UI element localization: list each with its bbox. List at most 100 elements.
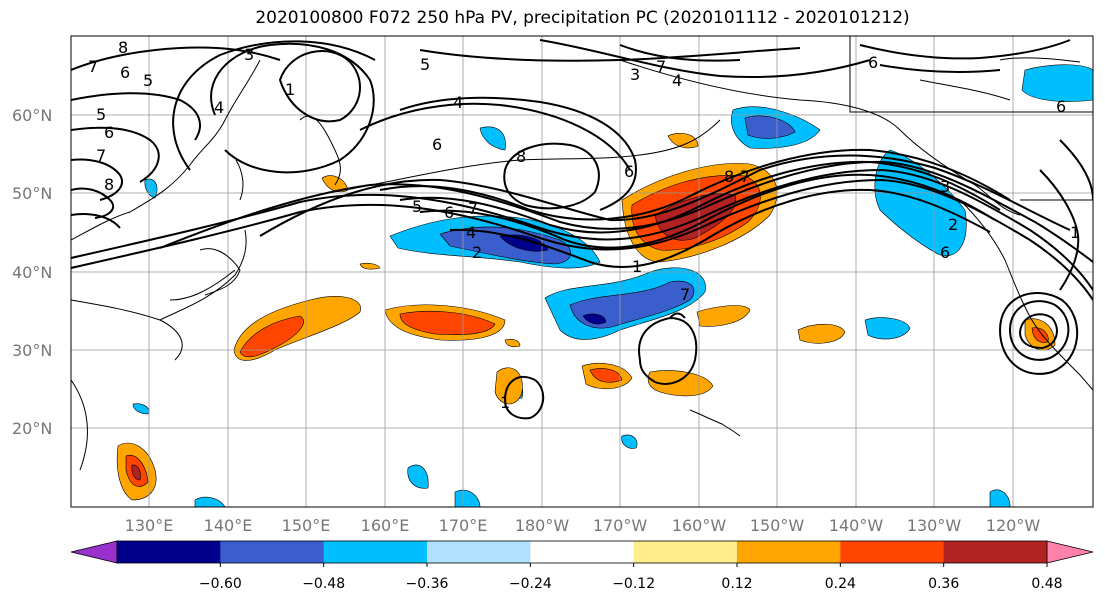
coast-alaska: [619, 59, 1021, 216]
coast-asia: [71, 59, 261, 471]
pos-anomaly-s2: [647, 370, 714, 397]
pos-anomaly-n3: [359, 262, 381, 270]
lon-label: 140°E: [204, 516, 253, 535]
coast-hawaii: [689, 409, 741, 437]
pv-contour-nw-3: [71, 126, 160, 183]
contour-label: 6: [432, 135, 442, 154]
pv-contour-central-high: [503, 142, 600, 210]
colorbar-bin: [427, 541, 531, 563]
lat-label-30n: 30°N: [12, 341, 52, 360]
neg-anomaly-small5: [132, 403, 150, 415]
contour-label: 5: [96, 105, 106, 124]
neg-anomaly-small7: [194, 496, 226, 507]
neg-anomaly-gulf-alaska: [874, 149, 967, 257]
contour-label: 8: [516, 147, 526, 166]
colorbar-bin: [117, 541, 221, 563]
pv-contour-7: [419, 173, 996, 249]
colorbar-tick-label: −0.36: [406, 576, 449, 592]
colorbar-tick-label: −0.60: [199, 576, 242, 592]
contour-label: 6: [868, 53, 878, 72]
contour-label: 1: [285, 80, 295, 99]
contour-label: 4: [466, 223, 476, 242]
pv-contour-cutoff-calif-3: [1018, 313, 1058, 350]
pv-contour-loop-small: [503, 375, 545, 420]
colorbar-bin: [737, 541, 841, 563]
colorbar-bin: [530, 541, 635, 563]
pv-contour-central-ring-2: [359, 102, 631, 171]
colorbar-extend-right: [1046, 540, 1094, 564]
contour-label: 6: [1056, 97, 1066, 116]
pv-contour-e-2: [1039, 169, 1080, 291]
colorbar-tick-label: −0.48: [302, 576, 345, 592]
coast-japan: [159, 159, 247, 321]
colorbar-tick-label: −0.12: [612, 576, 655, 592]
latitude-labels: 60°N 50°N 40°N 30°N 20°N: [12, 106, 52, 438]
pos-anomaly-s5: [797, 323, 846, 344]
coast-arctic: [919, 57, 1081, 101]
pv-contour-4: [259, 154, 1071, 237]
lat-label-20n: 20°N: [12, 419, 52, 438]
neg-anomaly-bering-core: [744, 115, 796, 139]
contour-label: 4: [214, 98, 224, 117]
contour-label: 7: [88, 57, 98, 76]
pv-contour-central-ring-1: [399, 96, 637, 211]
lat-label-60n: 60°N: [12, 106, 52, 125]
contour-label: 1: [1070, 223, 1080, 242]
pv-contour-cutoff-calif: [1008, 300, 1070, 361]
map-frame: [70, 35, 1094, 508]
lon-label: 160°E: [361, 516, 410, 535]
colorbar-tick-label: 0.24: [825, 576, 856, 592]
pv-contour-ne-1: [859, 39, 1071, 60]
contour-label: 5: [412, 197, 422, 216]
lon-label: 120°W: [986, 516, 1041, 535]
colorbar-tick-label: 0.48: [1031, 576, 1062, 592]
pv-contour-2: [71, 168, 1093, 291]
pv-contour-cutoff-calif-2: [998, 292, 1079, 375]
contour-label: 2: [948, 215, 958, 234]
contour-label: 7: [468, 199, 478, 218]
pv-contour-6: [399, 160, 1001, 234]
colorbar-extend-left: [70, 540, 118, 564]
pv-contour-nw-5: [71, 187, 115, 219]
lon-label: 130°W: [907, 516, 962, 535]
pos-anomaly-n4: [504, 338, 521, 348]
contour-label: 6: [104, 123, 114, 142]
contour-label: 4: [672, 71, 682, 90]
contour-label: 7: [656, 57, 666, 76]
colorbar-tick-label: 0.12: [721, 576, 752, 592]
pos-anomaly-west-core: [239, 315, 304, 358]
neg-anomaly-mid: [864, 317, 911, 340]
neg-anomaly-small1: [479, 126, 506, 151]
longitude-labels: 130°E 140°E 150°E 160°E 170°E 180°W 170°…: [125, 516, 1041, 535]
lon-label: 150°W: [750, 516, 805, 535]
contour-label: 1: [632, 257, 642, 276]
contour-label: 8: [724, 167, 734, 186]
neg-anomaly-central-max: [582, 313, 607, 325]
map-title: 2020100800 F072 250 hPa PV, precipitatio…: [255, 8, 910, 28]
lon-label: 160°W: [672, 516, 727, 535]
colorbar: −0.60 −0.48 −0.36 −0.24 −0.12 0.12 0.24 0.36 0.4…: [70, 540, 1094, 592]
coast-aleutians: [344, 119, 721, 191]
contour-label: 6: [120, 63, 130, 82]
pos-anomaly-n1: [321, 175, 349, 193]
colorbar-bin: [220, 541, 325, 563]
contour-label: 7: [680, 285, 690, 304]
contour-label: 6: [940, 243, 950, 262]
pos-anomaly-s4: [696, 305, 751, 327]
neg-anomaly-small2: [407, 464, 429, 489]
contour-label: 6: [444, 203, 454, 222]
pv-contour-nw-6: [71, 213, 121, 229]
colorbar-tick-label: −0.24: [509, 576, 552, 592]
contour-label: 5: [143, 71, 153, 90]
lon-label: 180°W: [515, 516, 570, 535]
contour-label: 8: [104, 175, 114, 194]
pv-contour-north-low-3: [172, 40, 376, 171]
pv-contour-nw-4: [71, 158, 123, 201]
neg-anomaly-small4: [621, 434, 638, 449]
pv-contours: [71, 39, 1093, 420]
lat-label-50n: 50°N: [12, 184, 52, 203]
colorbar-bin: [943, 541, 1048, 563]
neg-anomaly-n-pacific-max: [499, 234, 549, 252]
contour-label: 3: [630, 65, 640, 84]
